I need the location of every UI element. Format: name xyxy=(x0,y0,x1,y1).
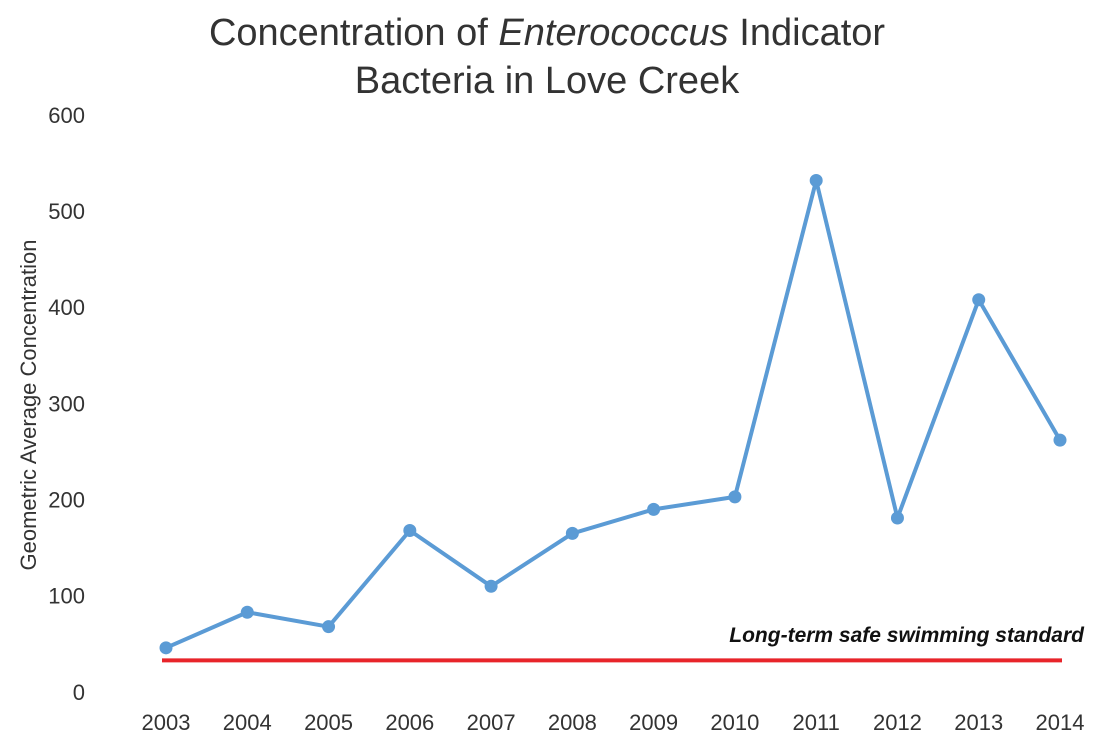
data-point xyxy=(972,293,986,307)
data-point xyxy=(1053,433,1067,447)
data-point xyxy=(240,605,254,619)
y-tick-label: 300 xyxy=(48,391,85,416)
title-segment: Concentration of xyxy=(209,12,488,54)
x-tick-label: 2012 xyxy=(873,710,922,735)
data-point xyxy=(322,620,336,634)
y-tick-label: 400 xyxy=(48,295,85,320)
x-tick-label: 2011 xyxy=(793,710,840,735)
reference-label: Long-term safe swimming standard xyxy=(729,624,1085,647)
data-point xyxy=(809,173,823,187)
x-tick-label: 2003 xyxy=(142,710,191,735)
title-segment: Bacteria in Love Creek xyxy=(355,60,740,102)
title-segment: Enterococcus xyxy=(498,12,728,54)
y-tick-label: 500 xyxy=(48,199,85,224)
x-tick-label: 2008 xyxy=(548,710,597,735)
data-line xyxy=(165,178,1062,650)
x-tick-label: 2006 xyxy=(385,710,434,735)
y-tick-label: 600 xyxy=(48,103,85,128)
x-tick-label: 2009 xyxy=(629,710,678,735)
x-tick-label: 2013 xyxy=(954,710,1003,735)
title-segment: Indicator xyxy=(739,12,885,54)
chart-title: Bacteria in Love Creek xyxy=(355,60,740,102)
data-point xyxy=(403,524,417,538)
x-tick-label: 2014 xyxy=(1036,710,1085,735)
data-point xyxy=(565,526,579,540)
data-point xyxy=(728,490,742,504)
x-tick-label: 2007 xyxy=(467,710,516,735)
data-point xyxy=(647,502,661,516)
y-tick-label: 200 xyxy=(48,487,85,512)
x-tick-label: 2010 xyxy=(710,710,759,735)
x-tick-label: 2004 xyxy=(223,710,272,735)
x-tick-label: 2005 xyxy=(304,710,353,735)
data-point xyxy=(484,579,498,593)
data-point xyxy=(159,641,173,655)
y-tick-label: 0 xyxy=(73,680,85,705)
data-point xyxy=(890,511,904,525)
y-axis-label: Geometric Average Concentration xyxy=(16,240,41,571)
y-tick-label: 100 xyxy=(48,584,85,609)
chart-title: Concentration of Enterococcus Indicator xyxy=(209,12,885,54)
